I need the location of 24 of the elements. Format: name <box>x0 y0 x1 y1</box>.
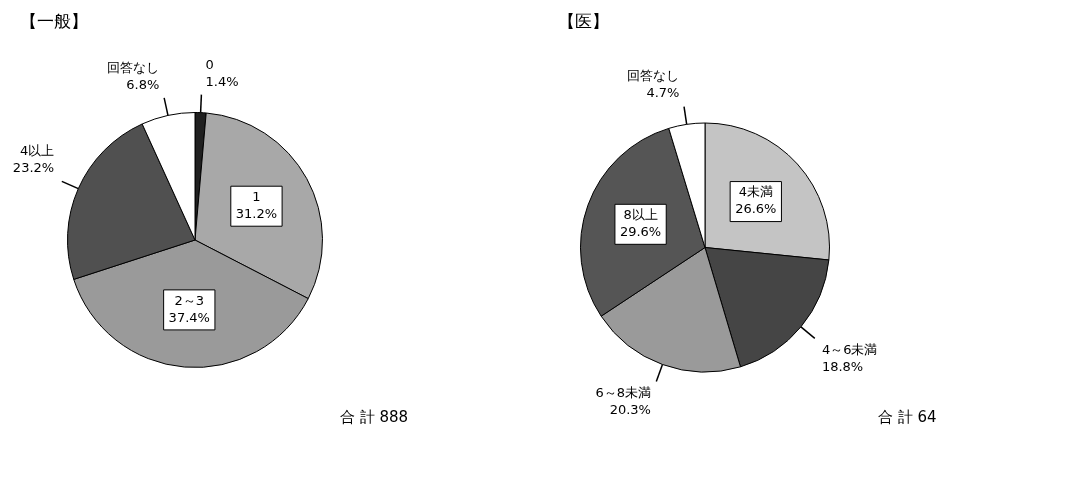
slice-label: 4～6未満 <box>821 342 878 358</box>
slice-label: 8以上 <box>623 207 658 223</box>
data-label: 37.4% <box>168 309 210 325</box>
slice-label: 4未満 <box>738 184 773 200</box>
text: 合 計 888 <box>340 408 409 427</box>
slice-label: 6～8未満 <box>595 385 651 401</box>
data-label: 29.6% <box>619 224 662 240</box>
slice-label: 4以上 <box>19 143 55 159</box>
chart-title: 【一般】 <box>20 10 88 33</box>
data-label: 1.4% <box>205 73 239 89</box>
slice-label: 回答なし <box>107 59 160 75</box>
text: 合 計 64 <box>878 408 937 427</box>
data-label: 6.8% <box>126 76 160 92</box>
chart-title: 【医】 <box>558 10 609 33</box>
slice-label: 0 <box>205 56 214 72</box>
slice-label: 2～3 <box>174 292 205 308</box>
slice-label: 回答なし <box>627 68 680 84</box>
data-label: 20.3% <box>609 402 651 418</box>
data-label: 18.8% <box>821 359 864 375</box>
data-label: 23.2% <box>12 160 55 176</box>
data-label: 26.6% <box>735 201 777 217</box>
data-label: 31.2% <box>235 206 278 222</box>
slice-label: 1 <box>252 189 261 205</box>
data-label: 4.7% <box>646 85 680 101</box>
